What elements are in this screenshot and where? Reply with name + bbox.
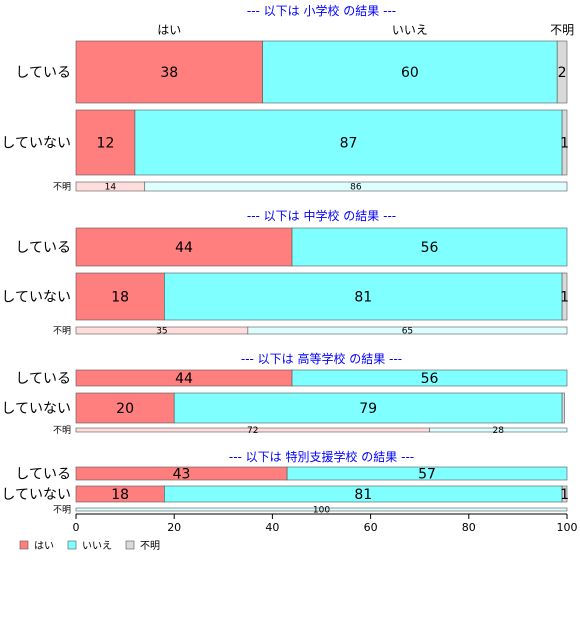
bar-segment	[561, 485, 568, 503]
panel-title: --- 以下は 高等学校 の結果 ---	[241, 351, 402, 366]
data-label: 1	[560, 136, 569, 152]
data-label: 56	[421, 371, 439, 387]
legend-label: いいえ	[82, 540, 112, 552]
bar-segment	[75, 507, 568, 512]
row-label: していない	[1, 136, 71, 152]
data-label: 12	[97, 136, 115, 152]
legend-swatch	[125, 540, 135, 550]
legend-swatch	[19, 540, 29, 550]
data-label: 18	[111, 290, 129, 306]
legend-label: 不明	[140, 540, 160, 552]
bar-segment	[556, 40, 568, 104]
column-header: はい	[157, 23, 181, 37]
row-label: していない	[1, 401, 71, 417]
row-label: している	[15, 240, 71, 256]
row-label: 不明	[53, 182, 71, 193]
row-label: していない	[1, 487, 71, 503]
bar-segment	[561, 272, 568, 321]
data-label: 1	[560, 290, 569, 306]
bar-segment	[75, 392, 175, 424]
data-label: 86	[350, 183, 362, 193]
row-label: している	[15, 467, 71, 483]
bar-segment	[75, 40, 263, 104]
data-label: 1	[560, 487, 569, 503]
row-label: している	[15, 65, 71, 81]
bar-segment	[134, 109, 563, 176]
x-tick-label: 0	[73, 521, 80, 534]
panel-title: --- 以下は 中学校 の結果 ---	[247, 208, 396, 223]
data-label: 44	[175, 371, 193, 387]
bar-segment	[561, 392, 565, 424]
bar-segment	[262, 40, 558, 104]
data-label: 81	[354, 487, 372, 503]
row-label: 不明	[53, 326, 71, 337]
x-tick-label: 100	[557, 521, 578, 534]
bar-segment	[429, 427, 568, 433]
bar-segment	[286, 466, 568, 481]
data-label: 18	[111, 487, 129, 503]
data-label: 35	[156, 327, 167, 337]
column-header: 不明	[550, 23, 574, 37]
row-label: 不明	[53, 425, 71, 436]
x-tick-label: 80	[462, 521, 476, 534]
bar-segment	[561, 109, 568, 176]
x-tick-label: 40	[265, 521, 279, 534]
data-label: 28	[493, 426, 505, 436]
bar-segment	[291, 227, 568, 267]
row-label: している	[15, 371, 71, 387]
row-label: 不明	[53, 505, 71, 516]
bar-segment	[164, 272, 563, 321]
data-label: 72	[247, 426, 258, 436]
data-label: 100	[313, 506, 330, 516]
data-label: 20	[116, 401, 134, 417]
data-label: 38	[160, 65, 178, 81]
row-label: していない	[1, 290, 71, 306]
data-label: 79	[359, 401, 377, 417]
data-label: 2	[558, 65, 567, 81]
data-label: 57	[418, 467, 436, 483]
column-header: いいえ	[392, 23, 428, 37]
panel-title: --- 以下は 特別支援学校 の結果 ---	[229, 449, 414, 464]
bar-segment	[75, 272, 165, 321]
bar-segment	[75, 227, 293, 267]
x-tick-label: 20	[167, 521, 181, 534]
bar-segment	[291, 369, 568, 387]
data-label: 44	[175, 240, 193, 256]
bar-segment	[144, 181, 568, 192]
data-label: 14	[105, 183, 117, 193]
panel-title: --- 以下は 小学校 の結果 ---	[247, 3, 396, 18]
legend-swatch	[67, 540, 77, 550]
data-label: 81	[354, 290, 372, 306]
x-tick-label: 60	[364, 521, 378, 534]
legend-label: はい	[34, 540, 54, 552]
data-label: 65	[402, 327, 413, 337]
data-label: 56	[421, 240, 439, 256]
data-label: 87	[340, 136, 358, 152]
data-label: 43	[173, 467, 191, 483]
data-label: 60	[401, 65, 419, 81]
bar-segment	[247, 326, 568, 335]
